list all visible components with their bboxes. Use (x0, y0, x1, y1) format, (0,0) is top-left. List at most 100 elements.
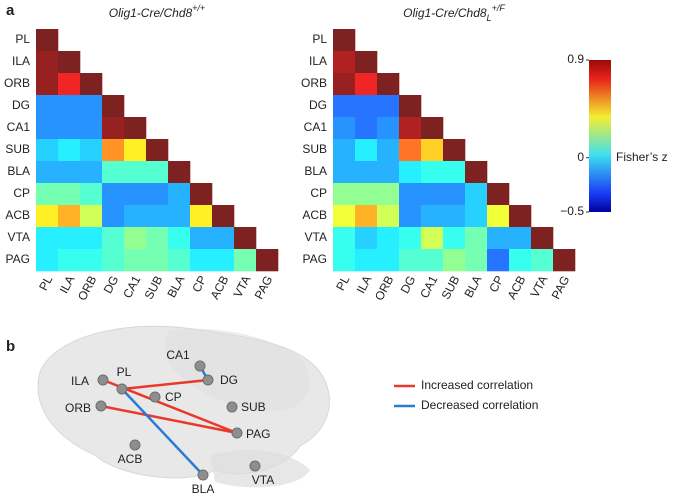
heatmap-cell (212, 227, 235, 250)
region-label: PL (117, 365, 132, 379)
heatmap-cell (509, 249, 532, 272)
heatmap-cell (190, 227, 213, 250)
region-node (226, 401, 238, 413)
heatmap-cell (146, 183, 169, 206)
heatmap-cell (124, 227, 147, 250)
heatmap-cell (146, 139, 169, 162)
region-node (249, 460, 261, 472)
column-label: SUB (438, 273, 462, 301)
heatmap-cell (36, 117, 59, 140)
heatmap-cell (36, 227, 59, 250)
title-part: L (487, 13, 492, 23)
column-label: ORB (75, 273, 100, 303)
heatmap-cell (399, 227, 422, 250)
column-label: SUB (141, 273, 165, 301)
heatmap-cell (58, 205, 81, 228)
heatmap-cell (421, 161, 444, 184)
heatmap-cell (399, 249, 422, 272)
column-label: PL (36, 273, 55, 293)
heatmap-cell (443, 161, 466, 184)
heatmap-cell (102, 95, 125, 118)
heatmap-cell (355, 117, 378, 140)
column-label: PL (333, 273, 352, 293)
column-label: CA1 (120, 273, 143, 300)
row-label: CA1 (7, 120, 31, 134)
heatmap-cell (333, 227, 356, 250)
heatmap-cell (355, 139, 378, 162)
heatmap-cell (102, 249, 125, 272)
heatmap-cell (333, 95, 356, 118)
title-part: +/F (492, 3, 506, 13)
region-label: VTA (252, 473, 274, 487)
heatmap-cell (256, 249, 279, 272)
heatmap-cell (58, 95, 81, 118)
column-label: CP (486, 273, 506, 294)
chart-title: Olig1-Cre/Chd8L+/F (403, 3, 505, 23)
column-label: BLA (461, 273, 484, 300)
row-label: PL (15, 32, 30, 46)
region-node (129, 439, 141, 451)
row-label: VTA (305, 230, 327, 244)
heatmap-cell (355, 51, 378, 74)
column-label: VTA (231, 273, 254, 299)
heatmap-cell (377, 227, 400, 250)
heatmap-cell (124, 117, 147, 140)
heatmap-cell (355, 227, 378, 250)
region-node (95, 400, 107, 412)
heatmap-cell (421, 249, 444, 272)
heatmap-cell (80, 161, 103, 184)
heatmap-cell (465, 161, 488, 184)
heatmap-cell (190, 183, 213, 206)
heatmap-cell (80, 183, 103, 206)
column-label: DG (398, 273, 419, 295)
heatmap-cell (465, 249, 488, 272)
row-label: PL (312, 32, 327, 46)
heatmap-cell (212, 205, 235, 228)
heatmap-cell (355, 73, 378, 96)
heatmap-cell (443, 249, 466, 272)
heatmap-cell (124, 249, 147, 272)
heatmap-cell (421, 183, 444, 206)
region-label: SUB (241, 400, 266, 414)
heatmap-cell (399, 183, 422, 206)
heatmap-cell (443, 227, 466, 250)
title-part: Olig1-Cre/Chd8 (109, 6, 193, 20)
column-label: VTA (528, 273, 551, 299)
region-node (197, 469, 209, 481)
heatmap-cell (355, 183, 378, 206)
heatmap-cell (36, 249, 59, 272)
column-label: ACB (504, 273, 528, 301)
heatmap-cell (355, 95, 378, 118)
heatmap-cell (333, 73, 356, 96)
panel-label: b (6, 338, 15, 355)
region-node (194, 360, 206, 372)
heatmap-cell (487, 249, 510, 272)
heatmap-cell (190, 205, 213, 228)
heatmap-cell (36, 73, 59, 96)
heatmap-cell (377, 95, 400, 118)
heatmap-cell (80, 205, 103, 228)
row-label: CA1 (304, 120, 328, 134)
heatmap-cell (399, 161, 422, 184)
heatmap-cell (36, 95, 59, 118)
region-node (149, 391, 161, 403)
heatmap-cell (421, 117, 444, 140)
heatmap-cell (531, 227, 554, 250)
row-label: DG (12, 98, 30, 112)
heatmap-cell (58, 51, 81, 74)
heatmap-cell (399, 205, 422, 228)
heatmap-cell (377, 117, 400, 140)
heatmap-cell (146, 161, 169, 184)
heatmap-cell (421, 205, 444, 228)
region-node (202, 374, 214, 386)
region-node (116, 383, 128, 395)
heatmap-cell (58, 73, 81, 96)
heatmap-cell (124, 205, 147, 228)
region-label: BLA (192, 482, 215, 496)
heatmap-cell (333, 161, 356, 184)
heatmap-cell (509, 227, 532, 250)
heatmap-cell (36, 161, 59, 184)
row-label: VTA (8, 230, 30, 244)
heatmap-cell (124, 161, 147, 184)
